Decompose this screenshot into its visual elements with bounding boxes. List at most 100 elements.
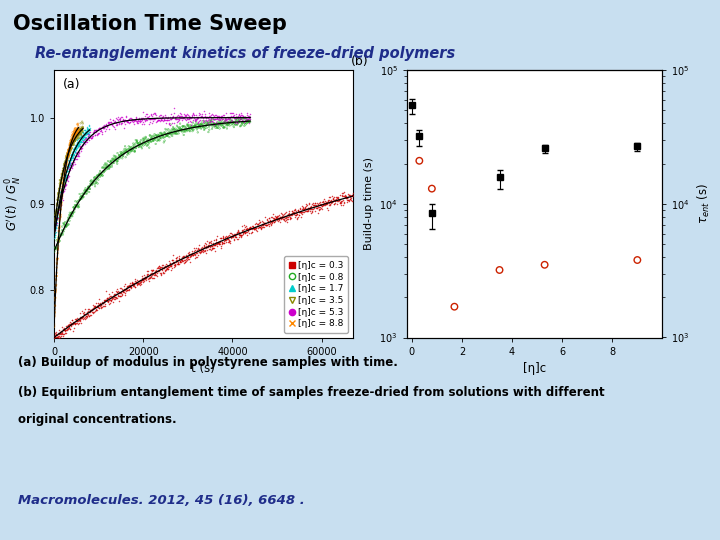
Point [239, 114, 251, 123]
Point [138, 114, 149, 123]
Point [71, 127, 83, 136]
Point [84, 130, 95, 139]
Point [347, 188, 359, 197]
Point [70, 315, 81, 323]
Point [204, 243, 215, 252]
Point [53, 232, 65, 241]
Point [159, 261, 171, 270]
Point [336, 197, 348, 205]
Point [63, 160, 74, 168]
Point [225, 233, 237, 241]
Point [154, 111, 166, 119]
Point [172, 259, 184, 267]
Point [112, 291, 123, 300]
Point [59, 329, 71, 338]
Point [234, 228, 246, 237]
Point [161, 132, 172, 140]
Point [63, 164, 74, 172]
Point [251, 219, 262, 227]
Point [65, 213, 76, 222]
Point [160, 266, 171, 274]
Point [209, 122, 220, 130]
Point [78, 308, 90, 316]
Point [217, 233, 229, 241]
Point [203, 245, 215, 253]
Point [308, 203, 320, 212]
Point [55, 182, 66, 191]
Point [192, 120, 203, 129]
Point [186, 112, 198, 121]
Point [175, 258, 186, 266]
Point [198, 247, 210, 255]
Point [179, 127, 191, 136]
Text: Re-entanglement kinetics of freeze-dried polymers: Re-entanglement kinetics of freeze-dried… [35, 46, 455, 61]
Point [211, 112, 222, 121]
Point [66, 140, 77, 149]
Point [158, 269, 170, 278]
Point [145, 114, 156, 123]
Point [154, 113, 166, 122]
Point [56, 184, 68, 193]
Point [114, 113, 126, 122]
Point [230, 115, 242, 124]
Point [82, 130, 94, 139]
Point [55, 202, 67, 211]
Point [98, 168, 109, 177]
Point [55, 190, 67, 198]
Point [77, 133, 89, 141]
Point [114, 120, 126, 129]
Point [84, 180, 96, 188]
Point [55, 195, 67, 204]
Point [75, 134, 86, 143]
Point [51, 211, 63, 219]
Point [222, 113, 234, 122]
Point [55, 197, 67, 205]
Point [58, 164, 69, 173]
Point [50, 224, 62, 232]
Point [65, 154, 76, 163]
Point [283, 209, 294, 218]
Point [56, 187, 68, 196]
Point [50, 227, 61, 236]
Point [307, 199, 319, 207]
Point [232, 226, 243, 234]
Point [67, 208, 78, 217]
Point [238, 112, 249, 120]
Point [178, 252, 189, 261]
Point [282, 213, 293, 221]
Point [104, 158, 115, 166]
Point [54, 202, 66, 211]
Point [156, 130, 168, 139]
Point [79, 309, 91, 318]
Point [68, 137, 79, 146]
Point [67, 139, 78, 148]
Point [80, 136, 91, 144]
Point [328, 195, 339, 204]
Point [73, 126, 84, 135]
Point [84, 312, 95, 321]
Point [69, 124, 81, 133]
Point [204, 238, 215, 246]
Point [161, 131, 173, 140]
Point [79, 305, 91, 314]
Point [240, 120, 251, 129]
Point [120, 146, 132, 155]
Point [336, 197, 347, 205]
Point [181, 120, 193, 129]
Point [98, 124, 109, 132]
Point [63, 149, 75, 158]
Point [59, 173, 71, 181]
Point [74, 139, 86, 148]
Text: (a): (a) [63, 78, 81, 91]
Point [176, 110, 187, 119]
Point [332, 194, 343, 203]
Point [237, 230, 248, 239]
Point [71, 143, 82, 152]
Point [59, 159, 71, 168]
Point [113, 151, 125, 160]
Point [193, 113, 204, 122]
Point [118, 117, 130, 125]
Point [71, 317, 83, 326]
Point [66, 316, 78, 325]
Point [53, 224, 65, 233]
